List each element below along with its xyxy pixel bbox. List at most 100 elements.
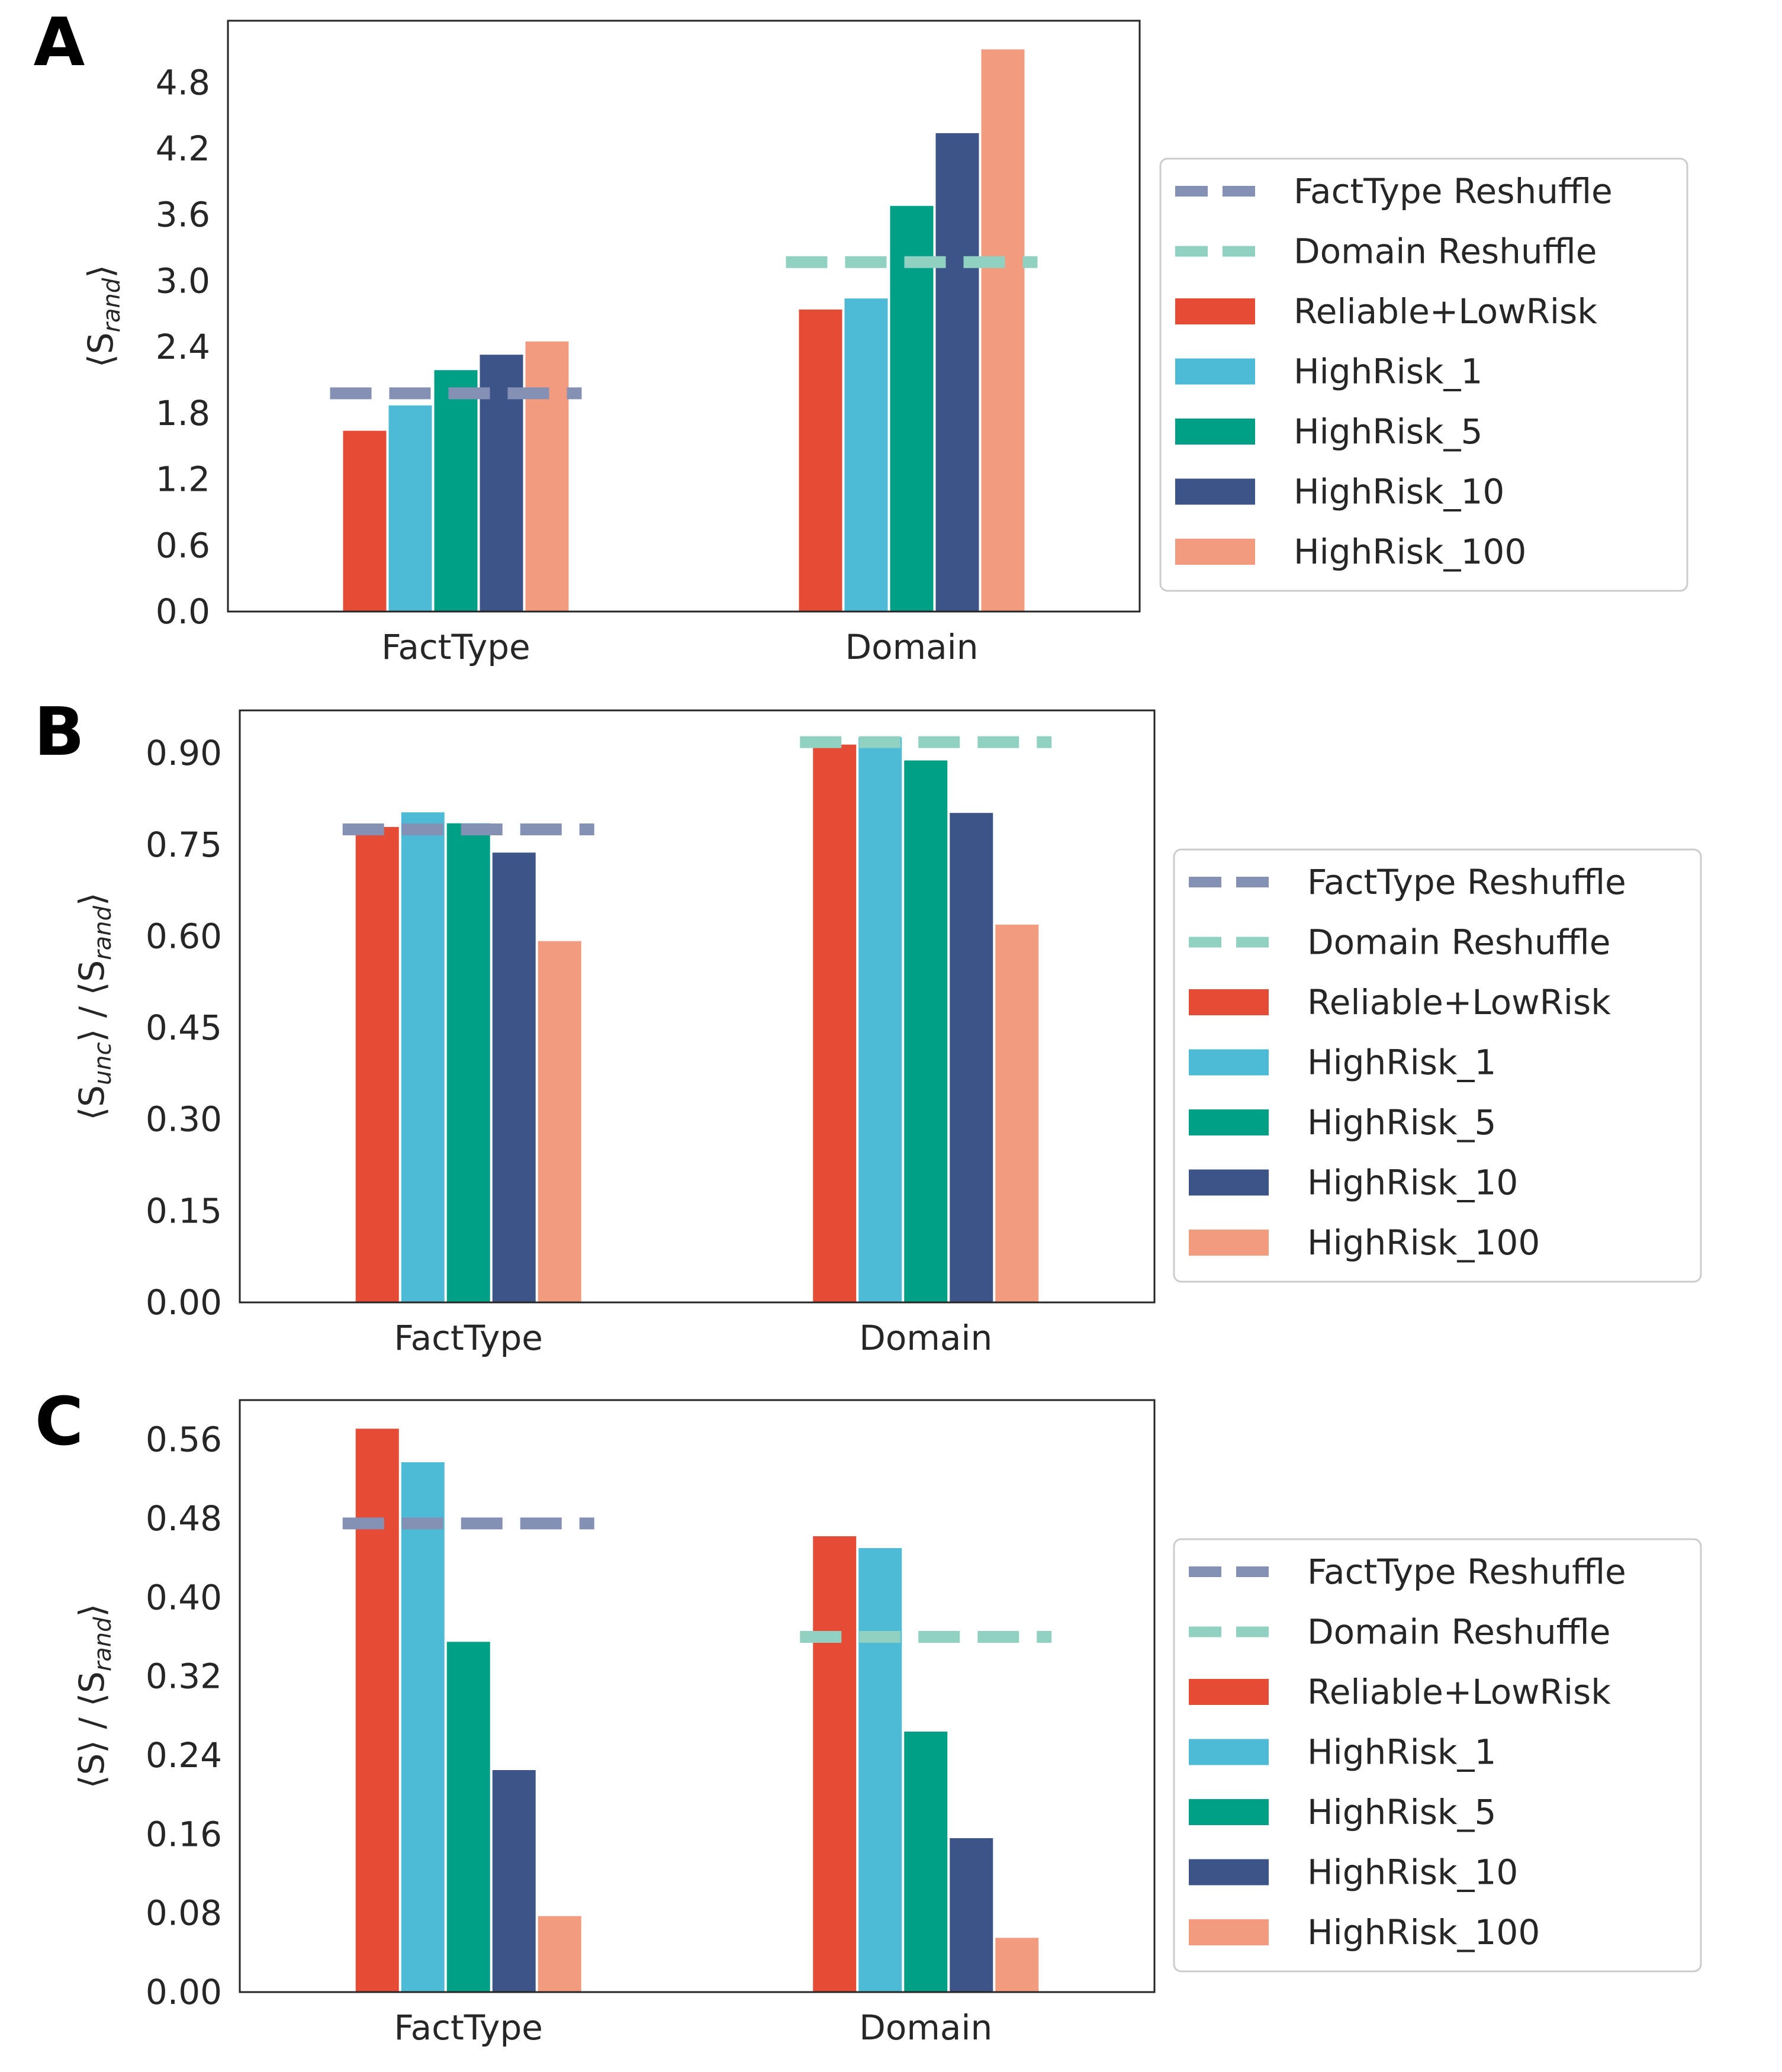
bar-highrisk-10-domain <box>935 133 979 612</box>
bar-highrisk-100-facttype <box>538 941 581 1302</box>
legend-label-domain-reshuffle: Domain Reshuffle <box>1294 231 1597 272</box>
y-tick-label: 0.00 <box>146 1282 222 1323</box>
panel-label: C <box>35 1384 83 1460</box>
y-axis-label-tail: ⟩ <box>72 1604 112 1617</box>
bar-highrisk-100-facttype <box>538 1916 581 1992</box>
bar-reliable-lowrisk-facttype <box>343 430 387 612</box>
legend-label-facttype-reshuffle: FactType Reshuffle <box>1307 862 1626 902</box>
y-axis-label-main: ⟨S <box>81 332 121 367</box>
legend-handle-reliable-lowrisk <box>1189 1679 1269 1705</box>
y-tick-label: 0.08 <box>146 1893 222 1933</box>
bar-highrisk-100-facttype <box>525 341 569 612</box>
legend-handle-highrisk-100 <box>1189 1919 1269 1945</box>
y-axis-label-tail2: ⟩ <box>72 893 112 906</box>
y-axis-label-tail: ⟩ <box>81 265 121 278</box>
y-axis-label-sub: rand <box>89 1617 117 1671</box>
legend-label-highrisk-10: HighRisk_10 <box>1307 1852 1518 1893</box>
y-axis-label-sub: rand <box>98 278 126 332</box>
bar-highrisk-5-facttype <box>434 370 478 612</box>
y-tick-label: 0.15 <box>146 1191 222 1231</box>
bar-highrisk-10-facttype <box>492 1770 536 1992</box>
y-tick-label: 0.40 <box>146 1577 222 1617</box>
bar-reliable-lowrisk-domain <box>799 309 842 612</box>
y-tick-label: 1.2 <box>156 459 210 500</box>
legend-label-domain-reshuffle: Domain Reshuffle <box>1307 922 1610 963</box>
legend-handle-highrisk-100 <box>1175 539 1255 565</box>
y-tick-label: 0.32 <box>146 1656 222 1697</box>
panel-label: A <box>34 4 85 81</box>
legend-label-highrisk-5: HighRisk_5 <box>1307 1102 1496 1143</box>
y-tick-label: 0.30 <box>146 1099 222 1140</box>
legend-box <box>1159 157 1688 592</box>
legend-handle-highrisk-10 <box>1175 478 1255 505</box>
y-axis-label: ⟨Srand⟩ <box>81 265 126 368</box>
bar-highrisk-5-facttype <box>446 1642 490 1992</box>
y-tick-label: 0.90 <box>146 733 222 773</box>
legend-label-highrisk-5: HighRisk_5 <box>1307 1792 1496 1832</box>
bar-highrisk-5-facttype <box>446 823 490 1302</box>
bar-highrisk-5-domain <box>890 205 934 612</box>
y-tick-label: 0.60 <box>146 916 222 956</box>
y-tick-label: 3.0 <box>156 260 210 301</box>
legend-label-highrisk-1: HighRisk_1 <box>1307 1732 1496 1772</box>
x-tick-label-facttype: FactType <box>394 2007 543 2048</box>
x-tick-label-facttype: FactType <box>381 627 530 667</box>
y-axis-label-sub2: rand <box>89 906 117 960</box>
bar-highrisk-1-domain <box>858 737 902 1302</box>
bar-highrisk-10-domain <box>950 813 993 1302</box>
y-tick-label: 0.24 <box>146 1735 222 1775</box>
y-axis-label-main: ⟨S <box>72 1085 112 1120</box>
bar-highrisk-1-facttype <box>401 812 445 1302</box>
legend-handle-reliable-lowrisk <box>1189 989 1269 1015</box>
legend-label-facttype-reshuffle: FactType Reshuffle <box>1294 171 1613 211</box>
legend-label-highrisk-1: HighRisk_1 <box>1294 352 1482 392</box>
legend-label-domain-reshuffle: Domain Reshuffle <box>1307 1612 1610 1652</box>
legend-label-highrisk-10: HighRisk_10 <box>1307 1163 1518 1203</box>
bar-highrisk-10-facttype <box>492 852 536 1302</box>
y-tick-label: 2.4 <box>156 327 210 367</box>
y-tick-label: 0.00 <box>146 1972 222 2012</box>
legend-handle-reliable-lowrisk <box>1175 298 1255 324</box>
y-tick-label: 3.6 <box>156 195 210 235</box>
panel-b: B 0.00 0.15 0.30 0.45 0.60 0.75 0.90 FactType Dom… <box>34 694 1702 1358</box>
y-tick-label: 0.16 <box>146 1814 222 1854</box>
bar-highrisk-100-domain <box>981 49 1025 612</box>
y-tick-label: 0.45 <box>146 1008 222 1048</box>
bar-highrisk-1-domain <box>844 298 888 612</box>
legend-box <box>1173 848 1702 1283</box>
y-tick-label: 0.48 <box>146 1498 222 1539</box>
legend-label-highrisk-5: HighRisk_5 <box>1294 411 1482 452</box>
bar-highrisk-1-facttype <box>388 405 432 612</box>
legend-box <box>1173 1538 1702 1973</box>
bar-reliable-lowrisk-domain <box>813 744 857 1302</box>
panel-c: C 0.00 0.08 0.16 0.24 0.32 0.40 0.48 0.56 FactTyp… <box>35 1384 1702 2048</box>
y-axis-label-tail: ⟩ / ⟨S <box>72 960 112 1043</box>
plot-frame <box>239 1399 1156 1993</box>
legend-handle-highrisk-10 <box>1189 1169 1269 1196</box>
y-axis-label: ⟨Sunc⟩ / ⟨Srand⟩ <box>72 893 117 1121</box>
bar-highrisk-100-domain <box>995 1938 1039 1992</box>
x-tick-label-domain: Domain <box>859 1318 992 1358</box>
bar-highrisk-5-domain <box>904 1732 948 1992</box>
bar-highrisk-10-domain <box>950 1838 993 1992</box>
panel-label: B <box>34 694 84 771</box>
y-tick-label: 4.2 <box>156 128 210 169</box>
plot-frame <box>227 20 1141 613</box>
panel-a: A 0.0 0.6 1.2 1.8 2.4 3.0 3.6 4.2 4.8 FactType Doma… <box>34 4 1688 667</box>
legend-label-highrisk-10: HighRisk_10 <box>1294 472 1504 512</box>
legend-label-reliable-lowrisk: Reliable+LowRisk <box>1294 291 1597 332</box>
x-tick-label-domain: Domain <box>845 627 978 667</box>
plot-frame <box>239 709 1156 1304</box>
legend: FactType Reshuffle Domain Reshuffle Reliab… <box>1173 848 1702 1283</box>
legend-label-highrisk-1: HighRisk_1 <box>1307 1043 1496 1083</box>
legend-handle-highrisk-5 <box>1189 1109 1269 1135</box>
y-tick-label: 1.8 <box>156 393 210 433</box>
legend: FactType Reshuffle Domain Reshuffle Reliab… <box>1159 157 1688 592</box>
y-axis-label-main: ⟨S⟩ / ⟨S <box>72 1671 112 1788</box>
legend-label-highrisk-100: HighRisk_100 <box>1307 1912 1540 1952</box>
x-tick-label-facttype: FactType <box>394 1318 543 1358</box>
y-tick-label: 4.8 <box>156 62 210 102</box>
legend-label-highrisk-100: HighRisk_100 <box>1294 532 1526 572</box>
legend-label-reliable-lowrisk: Reliable+LowRisk <box>1307 1672 1611 1712</box>
